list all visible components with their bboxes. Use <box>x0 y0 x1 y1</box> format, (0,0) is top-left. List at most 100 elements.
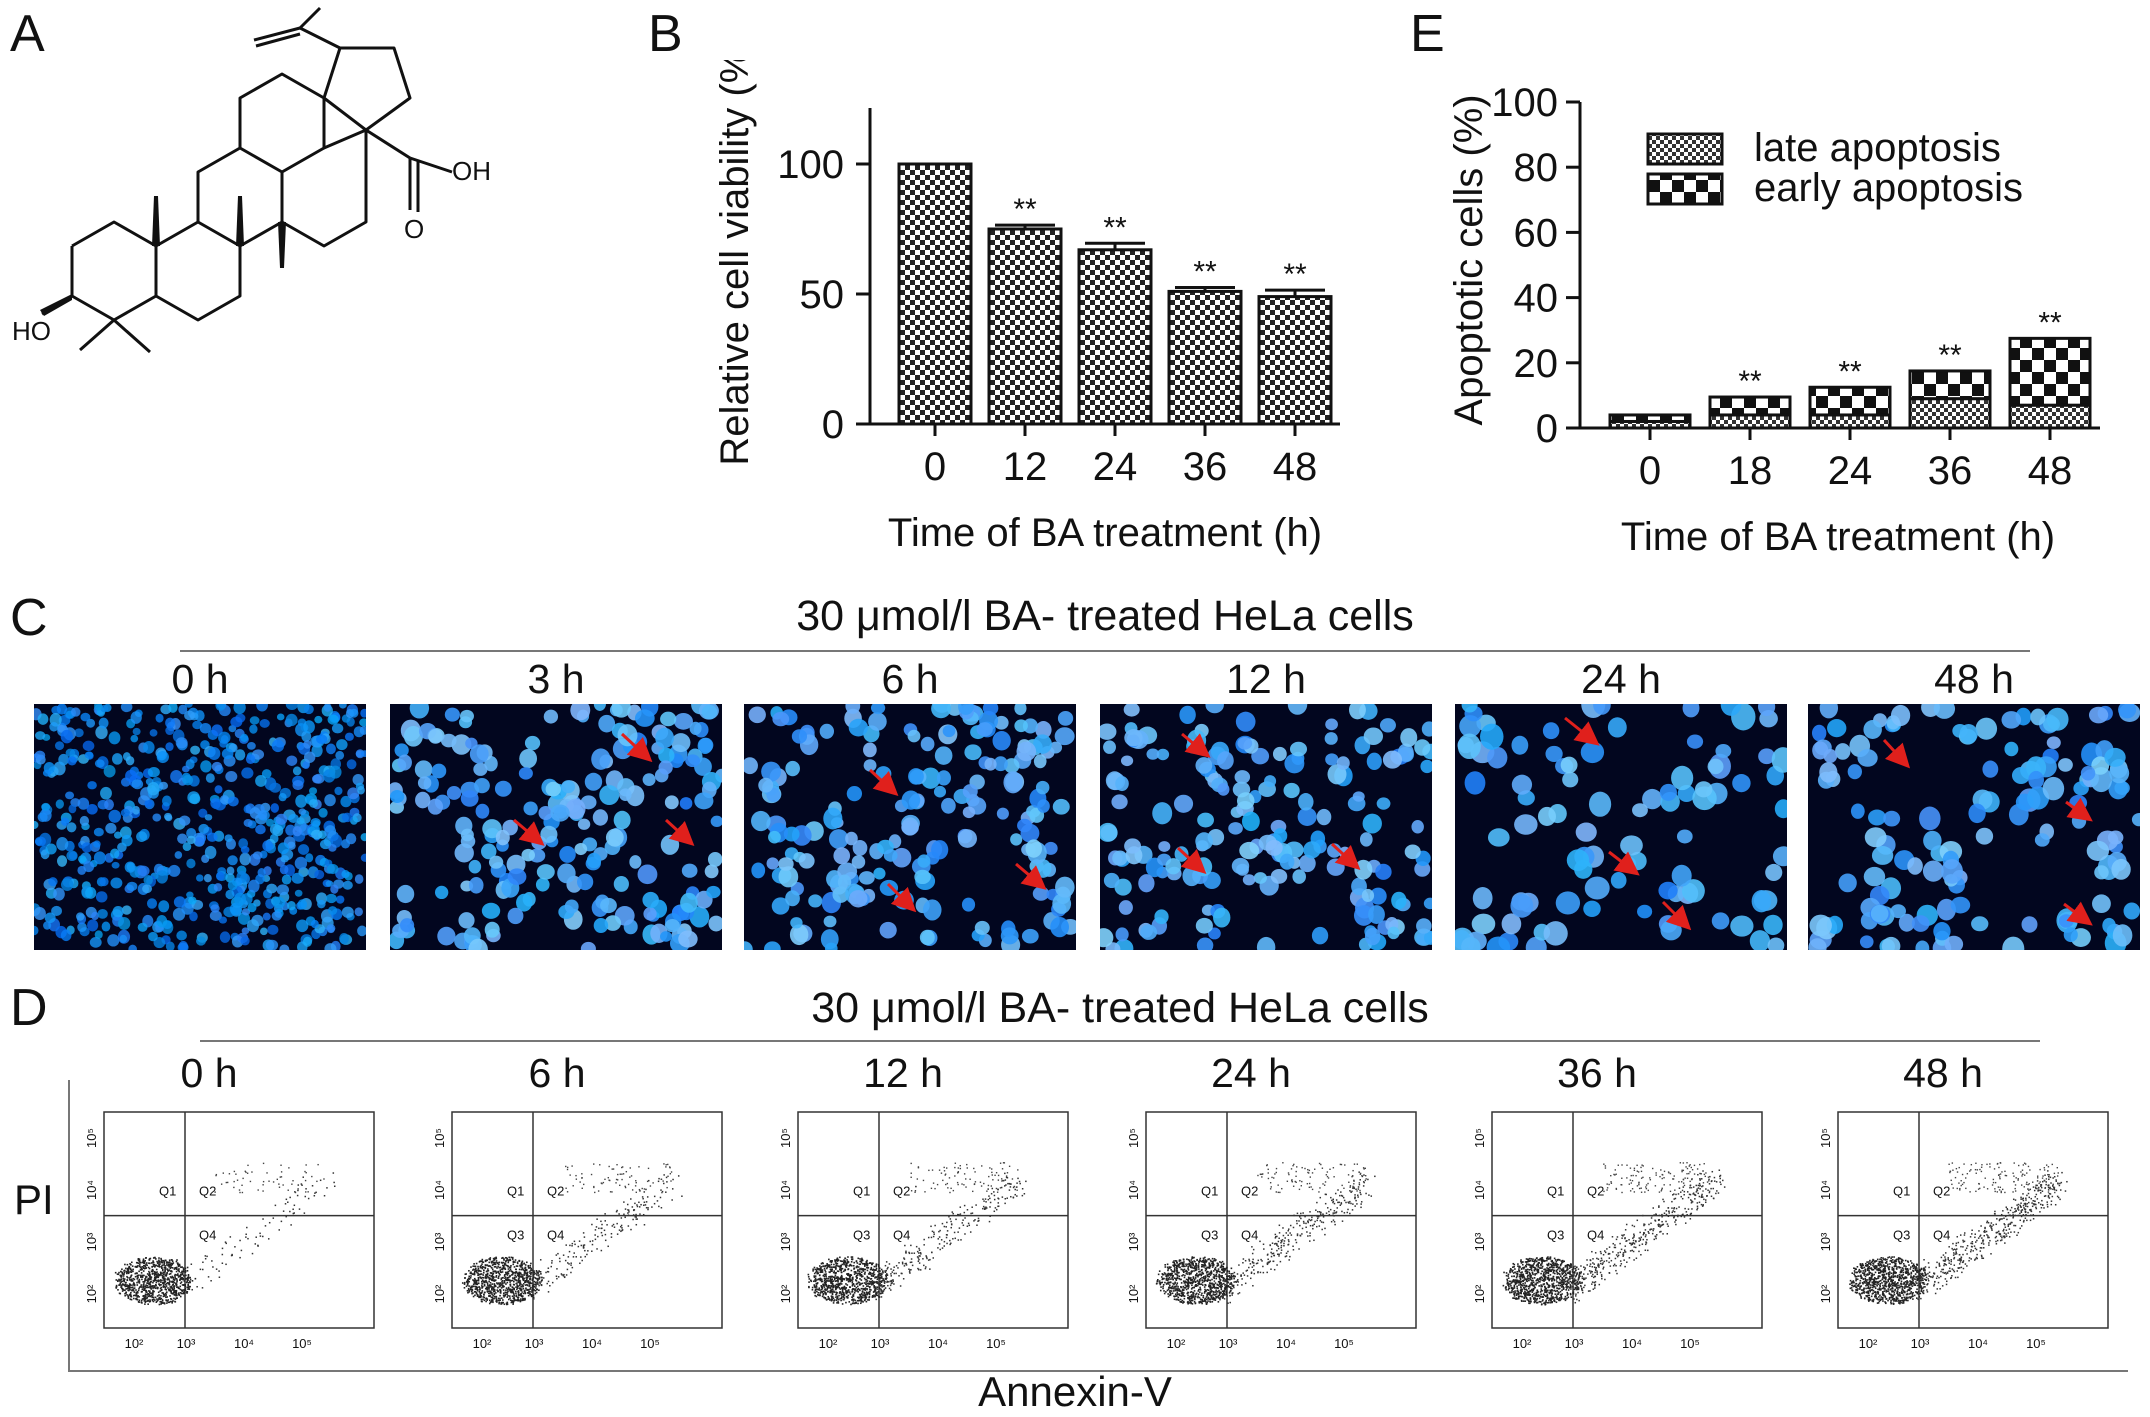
cell-event <box>883 1288 886 1291</box>
nucleus <box>494 780 512 797</box>
cell-event <box>836 1257 839 1260</box>
cell-event <box>175 1283 177 1285</box>
cell-event <box>138 1299 141 1302</box>
cell-event <box>610 1236 613 1238</box>
cell-event <box>521 1296 524 1298</box>
cell-event <box>305 1191 307 1193</box>
cell-event <box>294 1191 297 1194</box>
cell-event <box>669 1173 672 1175</box>
cell-event <box>471 1292 473 1295</box>
cell-event <box>515 1265 518 1267</box>
cell-event <box>624 1216 626 1219</box>
nucleus <box>137 922 148 932</box>
cell-event <box>879 1282 881 1284</box>
cell-event <box>621 1173 623 1175</box>
cell-event <box>485 1300 487 1303</box>
cell-event <box>581 1177 583 1179</box>
cell-event <box>168 1261 171 1264</box>
cell-event <box>468 1275 471 1278</box>
nucleus <box>269 782 282 793</box>
cell-event <box>832 1284 835 1287</box>
nucleus <box>286 755 298 766</box>
nucleus <box>1720 704 1742 716</box>
cell-event <box>579 1262 581 1265</box>
cell-event <box>492 1287 495 1289</box>
nucleus <box>1593 704 1611 715</box>
cell-event <box>839 1288 842 1290</box>
cell-event <box>480 1285 483 1287</box>
nucleus <box>566 798 586 820</box>
cell-event <box>636 1205 639 1208</box>
nucleus <box>1234 770 1251 784</box>
cell-event <box>156 1287 159 1290</box>
cell-event <box>170 1266 173 1269</box>
cell-event <box>166 1271 168 1274</box>
cell-event <box>126 1272 128 1275</box>
chart-e-bar-segment <box>2008 403 2092 430</box>
cell-event <box>133 1297 135 1300</box>
nucleus <box>1676 829 1693 844</box>
apoptosis-arrow <box>1015 862 1047 890</box>
cell-event <box>915 1245 918 1248</box>
cell-event <box>249 1180 252 1183</box>
cell-event <box>145 1263 147 1266</box>
cell-event <box>506 1281 509 1284</box>
cell-event <box>839 1260 842 1262</box>
cell-event <box>165 1296 167 1299</box>
cell-event <box>941 1222 944 1225</box>
nucleus <box>664 919 680 933</box>
cell-event <box>847 1268 849 1271</box>
micrograph-time-label: 0 h <box>171 656 229 702</box>
cell-event <box>508 1256 510 1259</box>
nucleus <box>292 766 302 776</box>
cell-event <box>813 1285 816 1288</box>
nucleus <box>198 808 208 818</box>
cell-event <box>152 1296 155 1299</box>
cell-event <box>514 1271 516 1274</box>
cell-event <box>645 1201 648 1203</box>
cell-event <box>246 1226 248 1229</box>
cell-event <box>831 1293 834 1296</box>
cell-event <box>815 1271 817 1274</box>
cell-event <box>814 1288 817 1291</box>
cell-event <box>128 1277 131 1279</box>
cell-event <box>878 1295 880 1298</box>
cell-event <box>169 1267 172 1270</box>
nucleus <box>1711 912 1730 930</box>
nucleus <box>1863 719 1882 740</box>
cell-event <box>490 1272 493 1275</box>
cell-event <box>533 1298 535 1300</box>
cell-event <box>508 1295 511 1297</box>
cell-event <box>817 1272 819 1275</box>
cell-event <box>566 1268 569 1271</box>
cell-event <box>136 1278 139 1280</box>
cell-event <box>180 1278 183 1280</box>
cell-event <box>989 1201 992 1204</box>
cell-event <box>132 1288 135 1290</box>
nucleus <box>1369 887 1387 905</box>
nucleus <box>2046 736 2061 749</box>
cell-event <box>184 1269 187 1272</box>
cell-event <box>819 1271 822 1274</box>
cell-event <box>177 1276 180 1278</box>
cell-event <box>179 1288 182 1291</box>
nucleus <box>346 759 357 770</box>
chart-e-bar-segment <box>1608 413 1692 423</box>
nucleus <box>237 912 251 925</box>
cell-event <box>161 1272 163 1274</box>
cell-event <box>882 1285 884 1288</box>
cell-event <box>504 1263 507 1265</box>
cell-event <box>840 1269 842 1272</box>
nucleus <box>629 855 642 869</box>
cell-event <box>966 1225 969 1227</box>
cell-event <box>245 1171 247 1174</box>
cell-event <box>872 1274 875 1276</box>
cell-event <box>869 1286 871 1288</box>
cell-event <box>137 1262 140 1265</box>
nucleus <box>957 829 977 848</box>
cell-event <box>835 1258 838 1261</box>
nucleus <box>224 834 233 842</box>
nucleus <box>1758 748 1776 765</box>
cell-event <box>463 1287 466 1289</box>
cell-event <box>885 1277 888 1279</box>
